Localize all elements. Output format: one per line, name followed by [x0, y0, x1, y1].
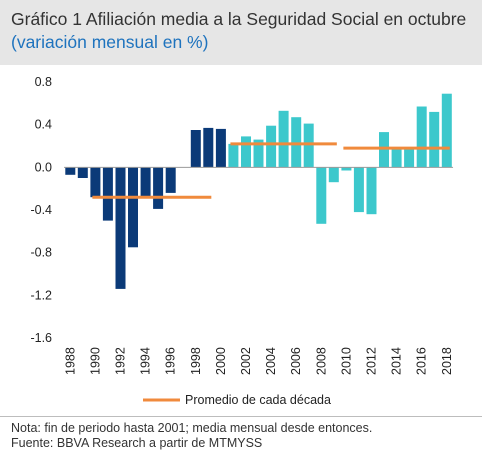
bar-1994: [140, 167, 151, 198]
bar-1988: [65, 167, 76, 175]
x-tick-label: 2016: [415, 347, 429, 375]
bar-2008: [316, 167, 327, 224]
footer-divider: [0, 416, 482, 417]
x-axis: 1988 1990 1992 1994 1996 1998 2000 2002 2004 2006…: [63, 347, 454, 375]
bar-chart: 0.80.40.0-0.4-0.8-1.2-1.6 1988 1990 1992 19…: [30, 75, 454, 407]
bar-2018: [441, 93, 452, 168]
bar-2016: [416, 106, 427, 168]
bar-1992: [115, 167, 126, 289]
x-tick-label: 2000: [214, 347, 228, 375]
bar-2014: [391, 148, 402, 168]
y-tick-label: -1.6: [30, 331, 52, 345]
bar-1993: [128, 167, 138, 248]
chart-title-main: Gráfico 1 Afiliación media a la Segurida…: [11, 9, 467, 29]
y-axis: 0.8 0.4 0.0 -0.4 -0.8 -1.2 -1.6: [30, 75, 52, 345]
bar-2012: [366, 167, 377, 215]
bar-1996: [165, 167, 176, 193]
x-tick-label: 1992: [113, 347, 127, 375]
y-tick-label: 0.0: [35, 160, 52, 174]
average-lines: [92, 142, 450, 199]
bar-1995: [153, 167, 164, 209]
bar-2013: [379, 132, 389, 168]
x-tick-label: 1990: [88, 347, 102, 375]
legend: Promedio de cada década: [143, 393, 331, 407]
bar-2015: [404, 148, 415, 168]
bar-1999: [203, 127, 214, 168]
title-band: [0, 0, 482, 65]
legend-label: Promedio de cada década: [185, 393, 331, 407]
bars: [65, 93, 452, 289]
y-tick-label: 0.8: [35, 75, 52, 89]
bar-2009: [328, 167, 339, 183]
y-tick-label: -0.4: [30, 203, 52, 217]
bar-1998: [190, 130, 201, 168]
x-tick-label: 2014: [390, 347, 404, 375]
bar-2007: [303, 123, 314, 168]
bar-1989: [77, 167, 88, 178]
bar-2005: [278, 110, 289, 168]
bar-2004: [266, 125, 277, 168]
x-tick-label: 1994: [139, 347, 153, 375]
chart-subtitle: (variación mensual en %): [11, 32, 209, 52]
x-tick-label: 2018: [440, 347, 454, 375]
x-tick-label: 1998: [189, 347, 203, 375]
bar-2010: [341, 167, 352, 171]
y-tick-label: -1.2: [30, 288, 52, 302]
bar-1991: [102, 167, 113, 221]
source-note: Fuente: BBVA Research a partir de MTMYSS: [11, 436, 263, 450]
bar-2002: [241, 136, 251, 168]
footnote: Nota: fin de periodo hasta 2001; media m…: [11, 421, 373, 435]
y-tick-label: 0.4: [35, 118, 52, 132]
x-tick-label: 2002: [239, 347, 253, 375]
bar-2000: [215, 128, 226, 168]
bar-2003: [253, 139, 264, 168]
bar-2006: [291, 117, 302, 168]
chart-title: Gráfico 1 Afiliación media a la Segurida…: [11, 8, 471, 54]
x-tick-label: 1996: [164, 347, 178, 375]
x-tick-label: 2010: [339, 347, 353, 375]
x-tick-label: 1988: [63, 347, 77, 375]
x-tick-label: 2008: [314, 347, 328, 375]
bar-2017: [429, 111, 440, 168]
x-tick-label: 2012: [364, 347, 378, 375]
y-tick-label: -0.8: [30, 246, 52, 260]
bar-1990: [90, 167, 101, 198]
bar-2001: [228, 143, 239, 168]
x-tick-label: 2006: [289, 347, 303, 375]
bar-2011: [353, 167, 364, 213]
x-tick-label: 2004: [264, 347, 278, 375]
